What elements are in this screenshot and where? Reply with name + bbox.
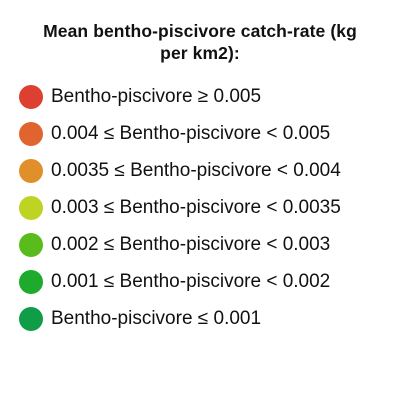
legend-item-label: 0.002 ≤ Bentho-piscivore < 0.003 xyxy=(51,233,331,255)
legend-item-label: 0.0035 ≤ Bentho-piscivore < 0.004 xyxy=(51,159,341,181)
legend-item: 0.0035 ≤ Bentho-piscivore < 0.004 xyxy=(19,152,341,189)
legend-item-label: 0.003 ≤ Bentho-piscivore < 0.0035 xyxy=(51,196,341,218)
color-swatch-icon xyxy=(19,84,43,109)
legend-item: Bentho-piscivore ≥ 0.005 xyxy=(19,78,341,115)
color-swatch-icon xyxy=(19,269,43,294)
legend-item: 0.001 ≤ Bentho-piscivore < 0.002 xyxy=(19,263,341,300)
color-swatch-icon xyxy=(19,121,43,146)
color-swatch-icon xyxy=(19,232,43,257)
legend-item: 0.003 ≤ Bentho-piscivore < 0.0035 xyxy=(19,189,341,226)
color-swatch-icon xyxy=(19,158,43,183)
legend-items: Bentho-piscivore ≥ 0.005 0.004 ≤ Bentho-… xyxy=(19,78,341,337)
legend-item: 0.004 ≤ Bentho-piscivore < 0.005 xyxy=(19,115,341,152)
legend-title-line2: per km2): xyxy=(160,43,240,63)
legend-title-line1: Mean bentho-piscivore catch-rate (kg xyxy=(43,21,357,41)
color-swatch-icon xyxy=(19,306,43,331)
color-swatch-icon xyxy=(19,195,43,220)
legend-item-label: Bentho-piscivore ≥ 0.005 xyxy=(51,85,262,107)
legend-title: Mean bentho-piscivore catch-rate (kg per… xyxy=(0,20,400,64)
legend-item-label: 0.001 ≤ Bentho-piscivore < 0.002 xyxy=(51,270,331,292)
legend-item: 0.002 ≤ Bentho-piscivore < 0.003 xyxy=(19,226,341,263)
legend-item-label: 0.004 ≤ Bentho-piscivore < 0.005 xyxy=(51,122,331,144)
legend-item: Bentho-piscivore ≤ 0.001 xyxy=(19,300,341,337)
legend-item-label: Bentho-piscivore ≤ 0.001 xyxy=(51,307,262,329)
